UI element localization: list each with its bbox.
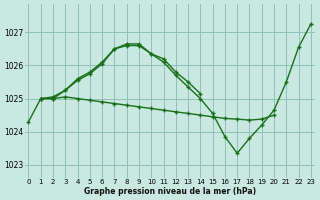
- X-axis label: Graphe pression niveau de la mer (hPa): Graphe pression niveau de la mer (hPa): [84, 187, 256, 196]
